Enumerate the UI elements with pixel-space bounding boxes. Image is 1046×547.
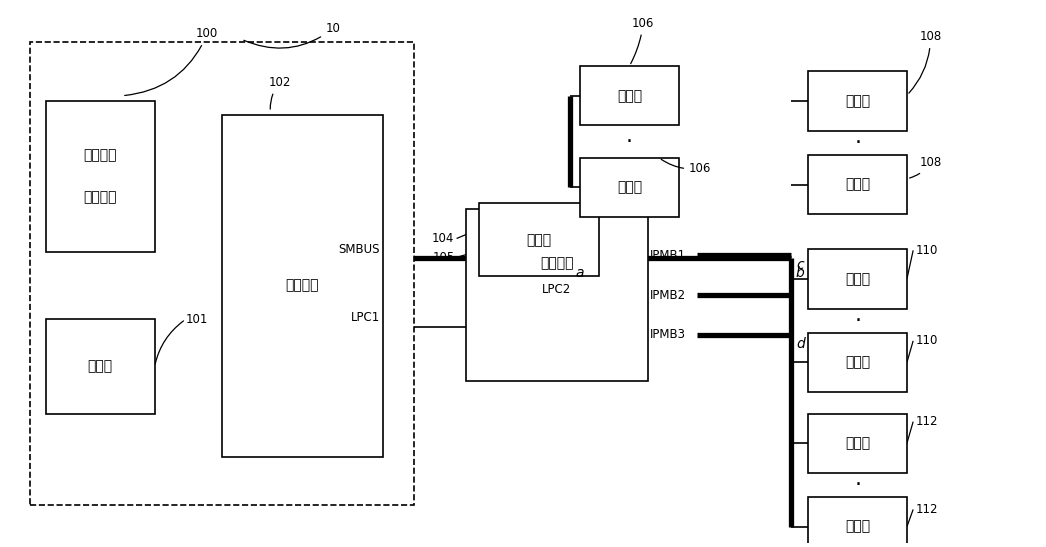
Bar: [809, 497, 907, 547]
Text: LPC1: LPC1: [350, 311, 380, 324]
Text: 112: 112: [915, 415, 937, 428]
Text: ·: ·: [855, 311, 861, 330]
Text: 110: 110: [915, 244, 937, 257]
Text: 内存条: 内存条: [617, 181, 642, 194]
Text: LPC2: LPC2: [542, 283, 571, 296]
Bar: [581, 158, 679, 217]
Text: 110: 110: [915, 334, 937, 347]
Text: IPMB3: IPMB3: [650, 328, 685, 341]
Text: 100: 100: [124, 27, 219, 96]
Text: 内存条: 内存条: [845, 356, 870, 369]
Bar: [809, 249, 907, 309]
Text: 108: 108: [910, 156, 941, 178]
Text: 基本输入: 基本输入: [84, 148, 117, 162]
Text: 内存条: 内存条: [845, 272, 870, 286]
Text: 处理器: 处理器: [88, 359, 113, 374]
Text: ·: ·: [855, 133, 861, 153]
Text: ·: ·: [626, 131, 633, 152]
Text: IPMB2: IPMB2: [650, 289, 686, 301]
Text: 扩展芯片: 扩展芯片: [540, 256, 573, 270]
Bar: [809, 72, 907, 131]
Bar: [46, 101, 155, 252]
Text: a: a: [576, 266, 585, 280]
Text: 101: 101: [186, 313, 208, 326]
Bar: [809, 155, 907, 214]
Text: 102: 102: [269, 76, 291, 109]
Text: SMBUS: SMBUS: [338, 242, 380, 255]
Text: b: b: [796, 266, 804, 280]
Text: 内存条: 内存条: [845, 520, 870, 534]
Text: d: d: [796, 337, 804, 351]
Text: 内存条: 内存条: [617, 89, 642, 103]
Text: c: c: [796, 258, 803, 272]
Text: 内存条: 内存条: [845, 94, 870, 108]
Bar: [46, 319, 155, 414]
Text: 控制芯片: 控制芯片: [286, 278, 319, 293]
Text: 105: 105: [432, 251, 455, 264]
Bar: [809, 414, 907, 473]
Text: 108: 108: [909, 30, 941, 93]
Text: ·: ·: [855, 475, 861, 495]
Text: 10: 10: [244, 22, 341, 48]
Text: 输出系统: 输出系统: [84, 191, 117, 205]
Text: IPMB1: IPMB1: [650, 249, 686, 262]
Text: 104: 104: [432, 232, 455, 245]
Bar: [30, 42, 414, 505]
Bar: [479, 203, 598, 276]
Text: 106: 106: [661, 159, 711, 175]
Text: 内存条: 内存条: [845, 178, 870, 191]
Bar: [465, 209, 647, 381]
Text: 内存条: 内存条: [845, 436, 870, 450]
Text: 存储器: 存储器: [526, 233, 551, 247]
Text: 106: 106: [631, 16, 655, 63]
Bar: [581, 66, 679, 125]
Bar: [222, 114, 383, 457]
Text: 112: 112: [915, 503, 937, 516]
Bar: [809, 333, 907, 392]
